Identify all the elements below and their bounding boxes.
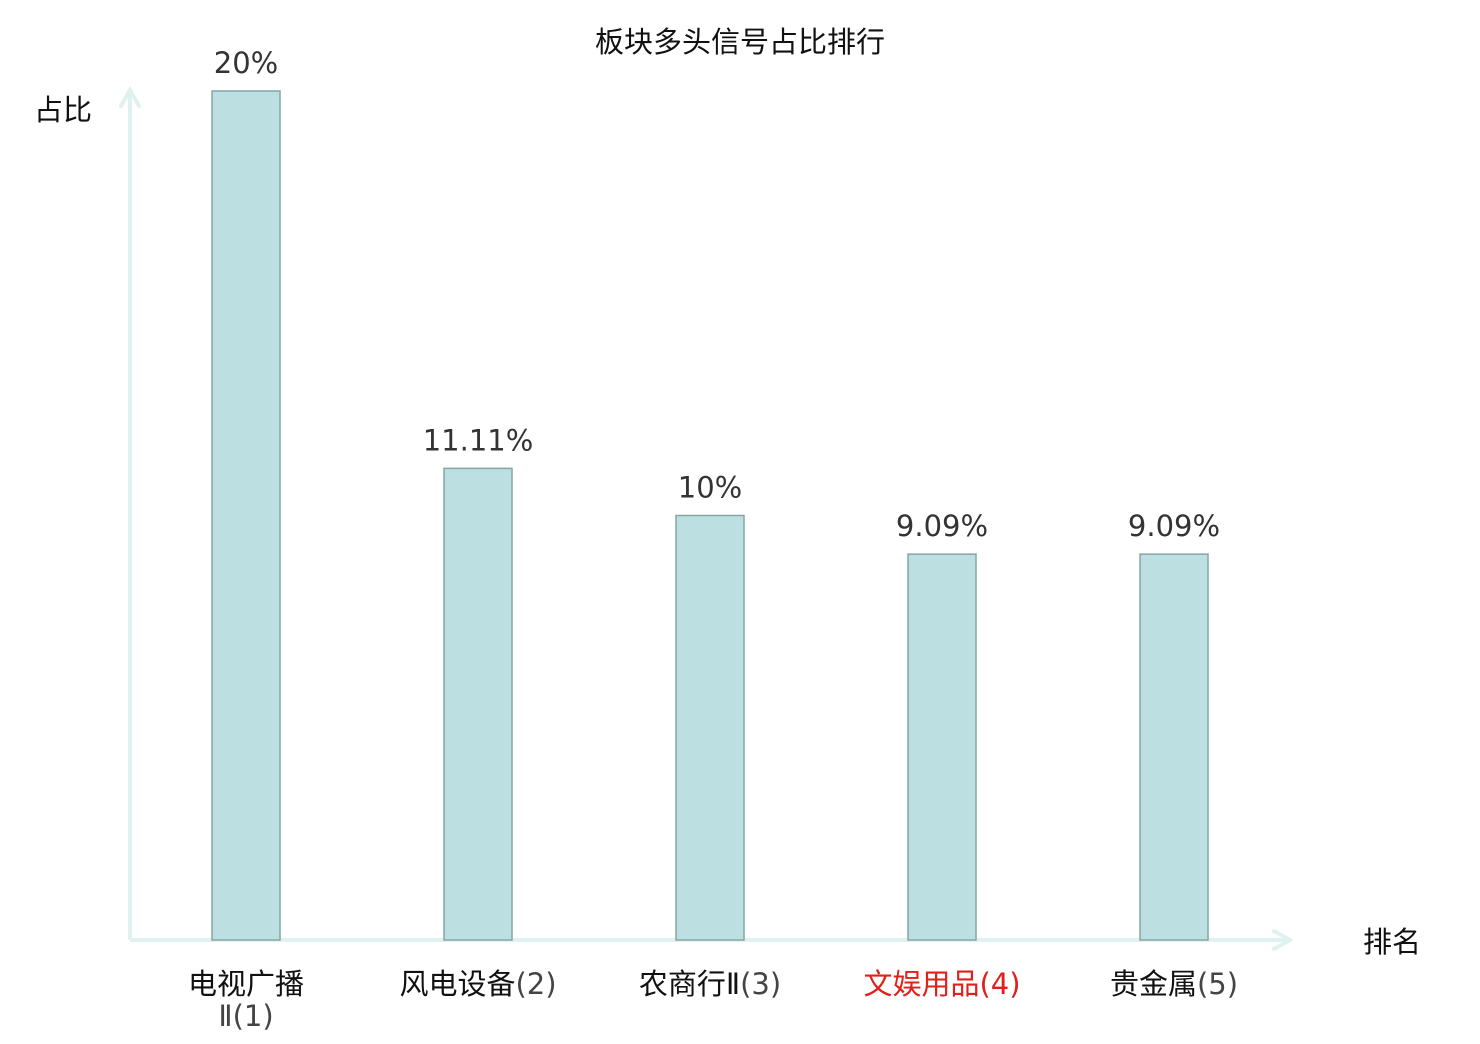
x-axis-arrow-icon	[1272, 929, 1295, 951]
category-rank-1: Ⅱ(1)	[218, 999, 273, 1033]
bar-4	[907, 553, 977, 941]
value-labels-group: 20% 11.11% 10% 9.09% 9.09%	[214, 46, 1220, 543]
category-name-3: 农商行Ⅱ	[639, 967, 740, 1001]
category-label-5: 贵金属(5)	[1110, 967, 1238, 1001]
category-rank-5: (5)	[1197, 967, 1238, 1001]
data-label-4: 9.09%	[896, 509, 988, 543]
y-axis-arrow-icon	[119, 85, 141, 108]
x-axis-label: 排名	[1363, 925, 1421, 959]
category-label-3: 农商行Ⅱ(3)	[639, 967, 781, 1001]
bars-group	[211, 90, 1209, 941]
bar-1	[211, 90, 281, 941]
category-name-4: 文娱用品	[863, 967, 979, 1001]
category-name-5: 贵金属	[1110, 967, 1197, 1001]
category-name-2: 风电设备	[399, 967, 515, 1001]
bar-5	[1139, 553, 1209, 941]
category-rank-4: (4)	[979, 967, 1020, 1001]
bar-2	[443, 467, 513, 941]
category-label-4: 文娱用品(4)	[863, 967, 1020, 1001]
category-rank-3: (3)	[740, 967, 781, 1001]
y-axis-label: 占比	[34, 93, 92, 127]
data-label-3: 10%	[678, 471, 742, 505]
bar-3	[675, 514, 745, 941]
category-label-2: 风电设备(2)	[399, 967, 556, 1001]
data-label-5: 9.09%	[1128, 509, 1220, 543]
chart-title: 板块多头信号占比排行	[595, 25, 885, 59]
category-label-1: 电视广播	[188, 967, 304, 1001]
data-label-2: 11.11%	[423, 423, 534, 457]
category-rank-2: (2)	[515, 967, 556, 1001]
data-label-1: 20%	[214, 46, 278, 80]
